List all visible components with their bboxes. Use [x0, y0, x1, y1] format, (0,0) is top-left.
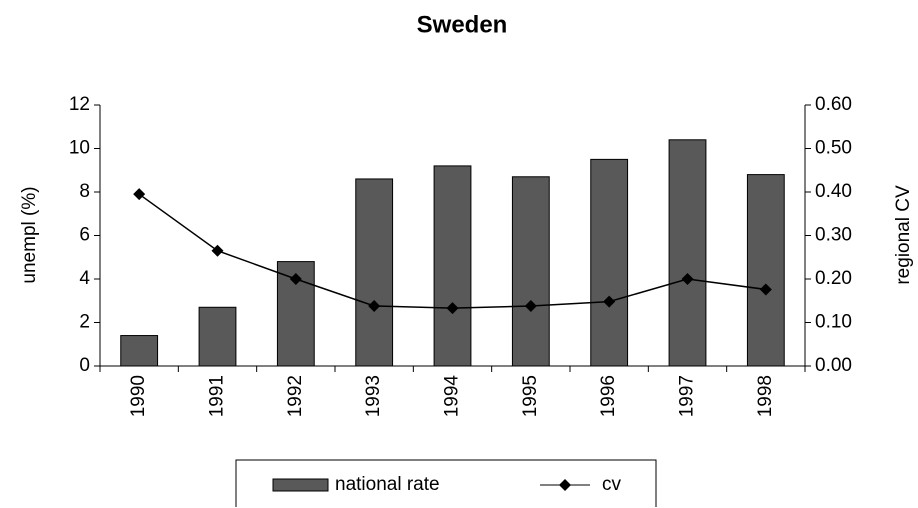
y-tick-label: 6 [79, 225, 90, 246]
bar [355, 178, 394, 367]
x-tick-label: 1992 [285, 375, 306, 417]
marker [524, 299, 537, 312]
y2-tick-label: 0.40 [815, 181, 852, 202]
x-tick-label: 1991 [207, 375, 228, 417]
bar [511, 176, 550, 367]
x-tick-label: 1998 [755, 375, 776, 417]
y-tick-label: 0 [79, 355, 90, 376]
y2-tick-label: 0.60 [815, 94, 852, 115]
y2-tick-label: 0.30 [815, 225, 852, 246]
y-tick-label: 12 [69, 94, 90, 115]
chart-title: Sweden [417, 11, 508, 38]
y2-tick-label: 0.50 [815, 138, 852, 159]
bar [433, 165, 472, 367]
marker [368, 299, 381, 312]
x-tick-label: 1993 [363, 375, 384, 417]
x-tick-label: 1995 [520, 375, 541, 417]
marker [289, 273, 302, 285]
y2-tick-label: 0.20 [815, 268, 852, 289]
bar [120, 335, 159, 367]
y-tick-label: 8 [79, 181, 90, 202]
marker [681, 273, 694, 285]
bar [198, 306, 237, 367]
marker [133, 188, 146, 201]
marker [211, 244, 224, 257]
y-tick-label: 4 [79, 268, 90, 289]
y2-axis-label: regional CV [893, 185, 914, 285]
marker [759, 283, 772, 296]
legend-swatch [272, 478, 329, 492]
bar [590, 158, 629, 367]
y2-tick-label: 0.00 [815, 355, 852, 376]
legend-label: national rate [335, 474, 440, 495]
marker [446, 302, 459, 315]
y-tick-label: 2 [79, 312, 90, 333]
marker [603, 295, 616, 308]
y-tick-label: 10 [69, 138, 90, 159]
bar [746, 174, 785, 367]
x-tick-label: 1994 [442, 375, 463, 418]
legend-label: cv [602, 474, 622, 495]
x-tick-label: 1990 [128, 375, 149, 417]
y-axis-label: unempl (%) [19, 186, 40, 283]
x-tick-label: 1996 [598, 375, 619, 417]
y2-tick-label: 0.10 [815, 312, 852, 333]
bar [668, 139, 707, 367]
legend-box [235, 459, 657, 507]
legend-marker [559, 479, 571, 491]
x-tick-label: 1997 [677, 375, 698, 417]
